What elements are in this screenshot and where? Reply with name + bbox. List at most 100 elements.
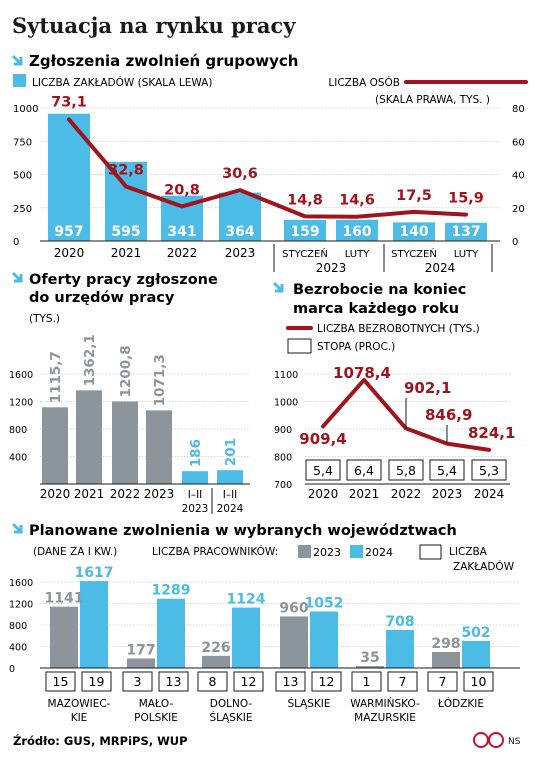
bar-2023 bbox=[127, 658, 155, 668]
region-label: WARMIŃSKO- bbox=[350, 697, 420, 710]
y-right-tick: 0 bbox=[512, 237, 518, 248]
section3-arrow-icon bbox=[272, 281, 284, 293]
plants-2023-label: 8 bbox=[209, 674, 217, 689]
x-tick-label: 2021 bbox=[349, 487, 380, 501]
bar-2023 bbox=[280, 616, 308, 668]
bar-plants bbox=[284, 219, 326, 241]
bar-2023-value-label: 177 bbox=[126, 642, 155, 658]
plants-2023-label: 1 bbox=[363, 674, 371, 689]
bar-offers bbox=[146, 410, 172, 484]
bar-plants bbox=[219, 192, 261, 241]
line-value-label: 14,8 bbox=[287, 192, 323, 208]
x-tick-label: 2023 bbox=[225, 246, 256, 260]
section4-unit: (DANE ZA I KW.) bbox=[33, 546, 117, 558]
bar-value-label: 1071,3 bbox=[152, 354, 168, 406]
section2-arrow-icon bbox=[11, 271, 23, 283]
bar-2024-value-label: 1289 bbox=[152, 583, 191, 599]
region-label-2: KIE bbox=[71, 712, 88, 724]
x-tick-label: 2020 bbox=[54, 246, 85, 260]
bar-plants bbox=[48, 113, 90, 241]
y-tick: 800 bbox=[9, 621, 27, 632]
y-right-tick: 80 bbox=[512, 104, 525, 115]
bar-2024-value-label: 502 bbox=[461, 625, 490, 641]
legend-persons-scale: (SKALA PRAWA, TYS. ) bbox=[375, 94, 490, 106]
plants-box-2023 bbox=[122, 671, 153, 692]
rate-value-label: 5,4 bbox=[313, 463, 333, 478]
plants-2024-label: 13 bbox=[166, 674, 182, 689]
rate-box bbox=[471, 459, 507, 481]
line-value-label: 32,8 bbox=[108, 162, 144, 178]
plants-box-2024 bbox=[463, 671, 494, 692]
section1-arrow-icon bbox=[11, 54, 23, 66]
bar-value-label: 957 bbox=[54, 224, 83, 240]
y-left-tick: 250 bbox=[13, 204, 32, 215]
legend-2024-label: 2024 bbox=[365, 546, 393, 559]
rate-box bbox=[388, 459, 424, 481]
source-note: Źródło: GUS, MRPiPS, WUP bbox=[13, 733, 188, 748]
bar-2023 bbox=[356, 666, 384, 668]
x-tick-label: I–II bbox=[223, 489, 238, 501]
bar-2024-value-label: 1617 bbox=[75, 565, 114, 581]
bar-2024-value-label: 1052 bbox=[305, 595, 344, 611]
y-tick: 1000 bbox=[274, 398, 298, 409]
line-value-label: 902,1 bbox=[404, 379, 451, 397]
y-left-tick: 750 bbox=[13, 137, 32, 148]
plants-box-2024 bbox=[387, 671, 418, 692]
y-tick: 700 bbox=[274, 480, 292, 491]
bar-value-label: 341 bbox=[167, 224, 196, 240]
y-right-tick: 20 bbox=[512, 204, 525, 215]
y-tick: 1600 bbox=[9, 578, 33, 589]
x-tick-label: STYCZEŃ bbox=[282, 247, 328, 260]
bar-2023-value-label: 35 bbox=[360, 650, 379, 666]
bar-value-label: 1362,1 bbox=[82, 334, 98, 386]
y-left-tick: 500 bbox=[13, 171, 32, 182]
y-tick: 1100 bbox=[274, 370, 298, 381]
y-tick: 800 bbox=[274, 453, 292, 464]
y-tick: 400 bbox=[9, 453, 27, 464]
group-label: 2023 bbox=[316, 261, 347, 275]
bar-value-label: 364 bbox=[225, 224, 254, 240]
y-tick: 800 bbox=[9, 425, 27, 436]
page-title: Sytuacja na rynku pracy bbox=[12, 13, 296, 38]
bar-value-label: 160 bbox=[342, 224, 371, 240]
rate-value-label: 5,4 bbox=[437, 463, 457, 478]
bar-2023-value-label: 226 bbox=[201, 640, 230, 656]
region-label-2: POLSKIE bbox=[134, 712, 178, 724]
y-right-tick: 60 bbox=[512, 137, 525, 148]
line-value-label: 20,8 bbox=[164, 182, 200, 198]
bar-2024-value-label: 1124 bbox=[227, 592, 266, 608]
x-tick-label: LUTY bbox=[345, 249, 371, 260]
x-tick-label: 2021 bbox=[111, 246, 142, 260]
region-label: MAŁO- bbox=[139, 698, 174, 710]
plants-box-2023 bbox=[427, 671, 458, 692]
bar-value-label: 1200,8 bbox=[118, 345, 134, 397]
line-value-label: 1078,4 bbox=[333, 364, 391, 382]
y-tick: 1200 bbox=[9, 398, 33, 409]
bar-2023 bbox=[202, 655, 230, 668]
x-tick-label-2: 2024 bbox=[217, 503, 244, 515]
plants-2024-label: 12 bbox=[319, 674, 335, 689]
bar-2023-value-label: 960 bbox=[279, 600, 308, 616]
plants-box-2024 bbox=[233, 671, 264, 692]
bar-value-label: 595 bbox=[111, 224, 140, 240]
x-tick-label-2: 2023 bbox=[182, 503, 209, 515]
y-left-tick: 1000 bbox=[13, 104, 38, 115]
legend-rate-label: STOPA (PROC.) bbox=[317, 341, 395, 353]
region-label: MAZOWIEC- bbox=[48, 698, 111, 710]
plants-2023-label: 15 bbox=[53, 674, 69, 689]
legend-rate-swatch bbox=[287, 338, 312, 354]
section4-arrow-icon bbox=[11, 522, 23, 534]
y-left-tick: 0 bbox=[13, 237, 19, 248]
bar-2024 bbox=[386, 629, 414, 668]
bar-value-label: 140 bbox=[399, 224, 428, 240]
section1-title: Zgłoszenia zwolnień grupowych bbox=[29, 52, 298, 70]
bar-value-label: 137 bbox=[451, 224, 480, 240]
line-value-label: 17,5 bbox=[396, 188, 432, 204]
line-value-label: 824,1 bbox=[468, 424, 515, 442]
x-tick-label: 2022 bbox=[391, 487, 422, 501]
legend-2023-label: 2023 bbox=[313, 546, 341, 559]
line-value-label: 846,9 bbox=[425, 406, 472, 424]
legend-plants-box-label-1: LICZBA bbox=[449, 546, 488, 558]
bar-2024 bbox=[232, 607, 260, 668]
bar-plants bbox=[105, 161, 147, 241]
